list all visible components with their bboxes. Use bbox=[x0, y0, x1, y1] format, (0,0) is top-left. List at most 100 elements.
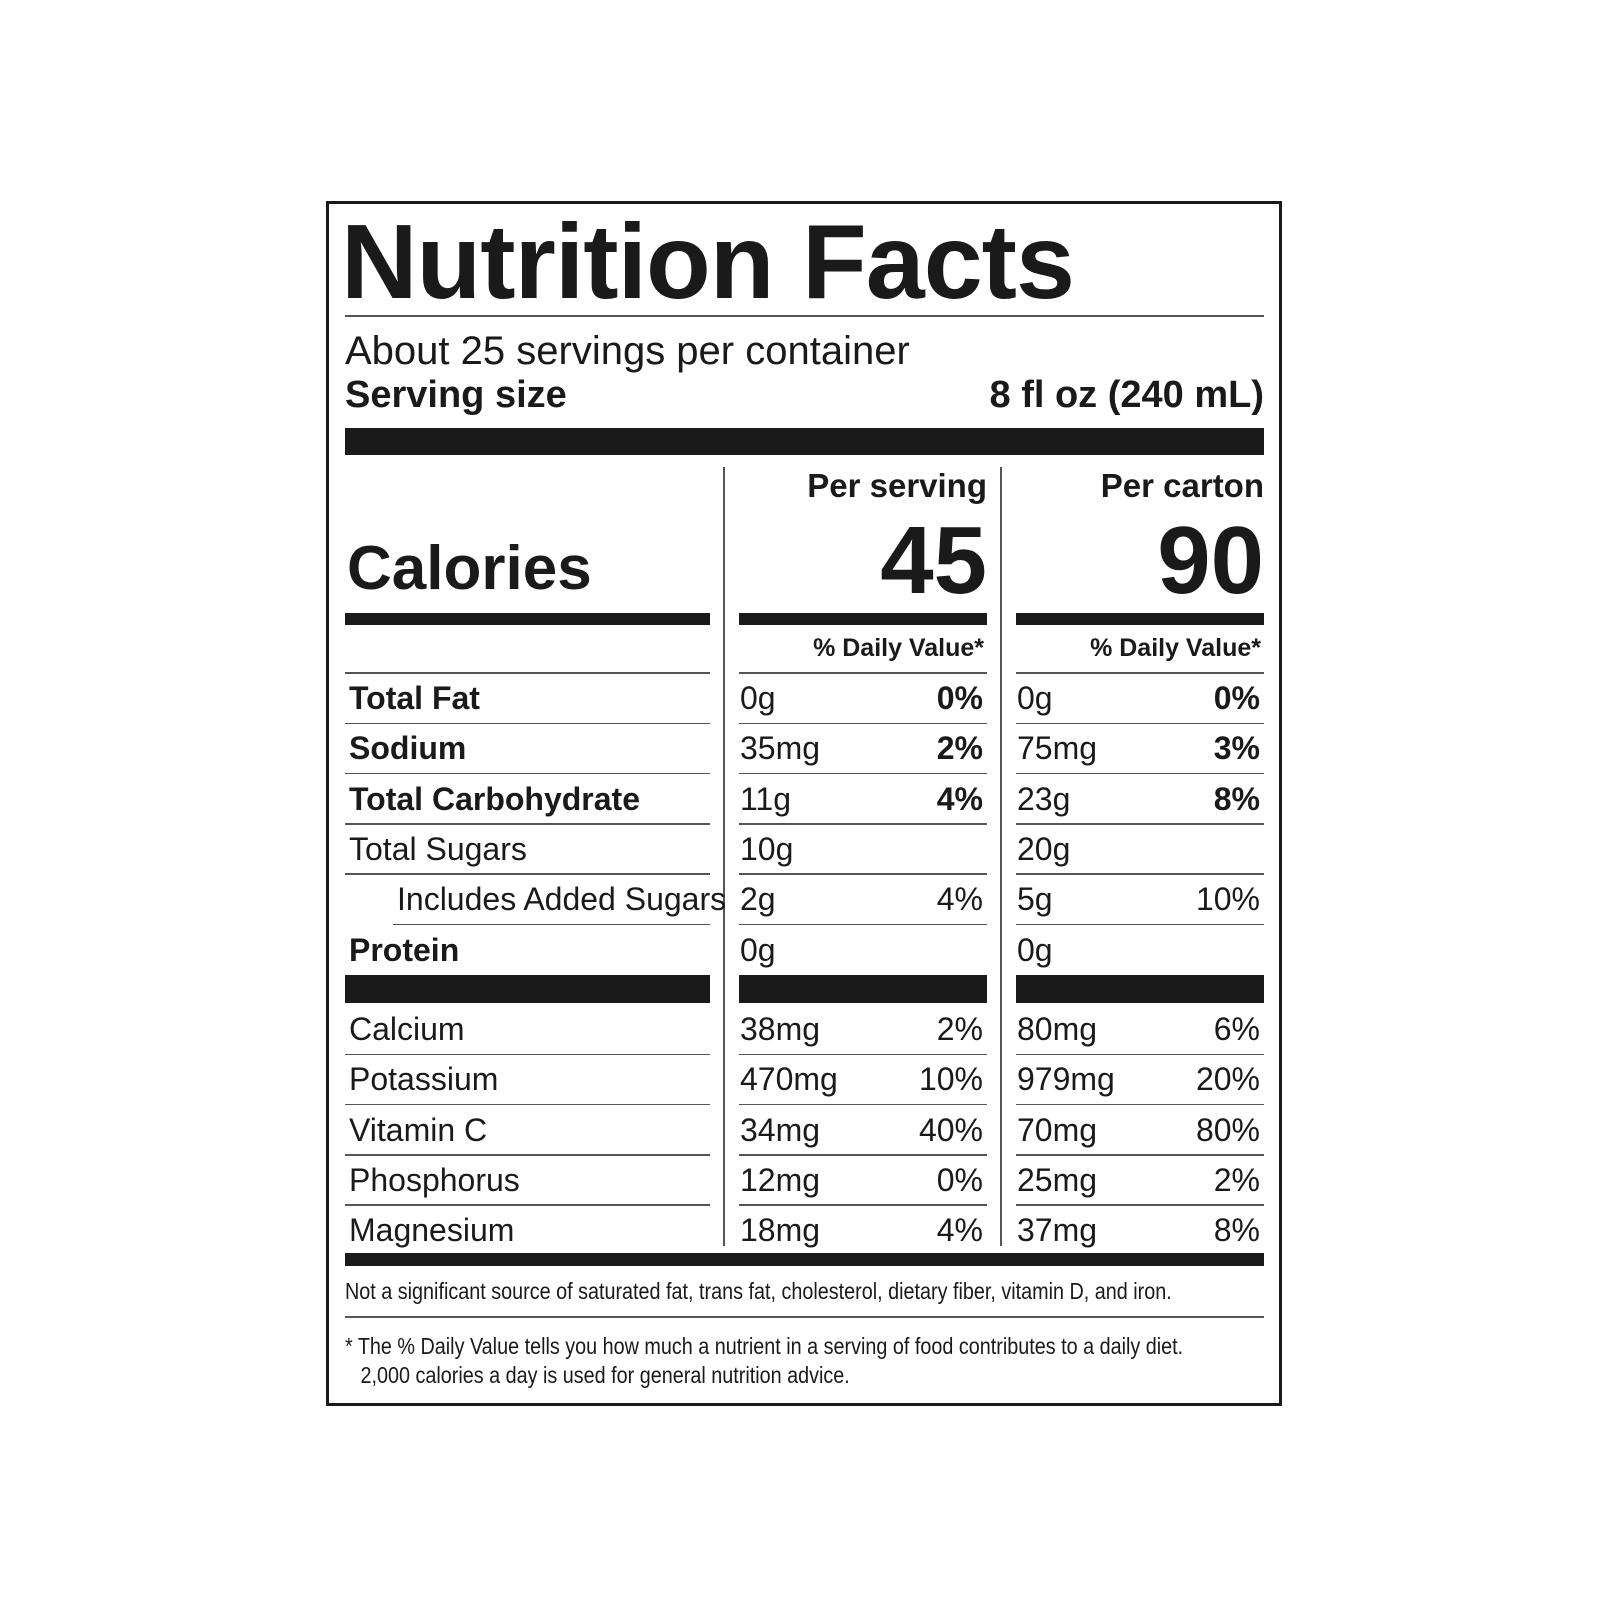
nutrient-amount: 20g bbox=[1017, 830, 1071, 867]
nutrient-name: Includes Added Sugars bbox=[397, 881, 727, 918]
daily-value: 2% bbox=[936, 1011, 983, 1047]
nutrient-name: Magnesium bbox=[349, 1212, 515, 1249]
medium-bar bbox=[1016, 613, 1264, 625]
rule bbox=[739, 823, 987, 825]
nutrient-amount: 979mg bbox=[1017, 1061, 1115, 1098]
medium-bar bbox=[345, 613, 710, 625]
rule bbox=[345, 873, 710, 875]
column-heading: Per carton bbox=[1100, 466, 1264, 504]
nutrient-name: Vitamin C bbox=[349, 1111, 488, 1148]
serving-size-label: Serving size bbox=[345, 374, 567, 416]
nutrient-amount: 80mg bbox=[1017, 1011, 1098, 1047]
nutrient-amount: 0g bbox=[740, 931, 776, 968]
nutrient-name: Total Fat bbox=[349, 680, 480, 716]
rule bbox=[739, 923, 987, 926]
footnote: * The % Daily Value tells you how much a… bbox=[345, 1333, 1184, 1388]
rule bbox=[739, 722, 987, 724]
rule bbox=[393, 923, 710, 926]
rule bbox=[739, 873, 987, 875]
footnote: Not a significant source of saturated fa… bbox=[345, 1277, 1172, 1304]
rule bbox=[345, 1103, 710, 1106]
rule bbox=[739, 1204, 987, 1206]
nutrient-amount: 37mg bbox=[1017, 1212, 1098, 1249]
rule bbox=[345, 1053, 710, 1055]
rule bbox=[1016, 1103, 1264, 1106]
nutrient-amount: 11g bbox=[740, 780, 792, 817]
rule bbox=[345, 823, 710, 825]
serving-size: 8 fl oz (240 mL) bbox=[989, 374, 1265, 416]
daily-value: 2% bbox=[1213, 1161, 1260, 1198]
rule bbox=[1016, 1053, 1264, 1055]
servings-per-container: About 25 servings per container bbox=[345, 329, 910, 373]
daily-value: 80% bbox=[1195, 1111, 1260, 1148]
rule bbox=[1016, 672, 1264, 674]
daily-value: 4% bbox=[936, 1212, 983, 1249]
rule bbox=[1016, 873, 1264, 875]
daily-value: 2% bbox=[936, 730, 983, 767]
rule bbox=[739, 1053, 987, 1055]
daily-value: 4% bbox=[936, 881, 983, 918]
rule bbox=[739, 672, 987, 674]
daily-value: 0% bbox=[1213, 680, 1260, 716]
calories-value: 45 bbox=[880, 507, 987, 614]
daily-value: 6% bbox=[1213, 1011, 1260, 1047]
thick-bar bbox=[345, 428, 1264, 455]
nutrient-name: Calcium bbox=[349, 1011, 465, 1047]
nutrient-amount: 34mg bbox=[740, 1111, 821, 1148]
nutrient-amount: 23g bbox=[1017, 780, 1071, 817]
nutrient-amount: 18mg bbox=[740, 1212, 821, 1249]
medium-bar bbox=[345, 1253, 1264, 1266]
nutrient-amount: 12mg bbox=[740, 1161, 821, 1198]
nutrient-name: Phosphorus bbox=[349, 1161, 520, 1198]
nutrient-amount: 35mg bbox=[740, 730, 821, 767]
daily-value: 4% bbox=[936, 780, 983, 817]
nutrient-amount: 2g bbox=[740, 881, 776, 918]
rule bbox=[345, 722, 710, 724]
nutrient-name: Potassium bbox=[349, 1061, 499, 1098]
thick-bar bbox=[1016, 975, 1264, 1003]
title: Nutrition Facts bbox=[341, 203, 1075, 321]
nutrient-amount: 470mg bbox=[740, 1061, 838, 1098]
nutrient-amount: 0g bbox=[740, 680, 776, 716]
rule bbox=[1016, 1154, 1264, 1156]
rule bbox=[345, 772, 710, 775]
rule bbox=[345, 672, 710, 674]
rule bbox=[1016, 772, 1264, 775]
nutrient-name: Total Sugars bbox=[349, 830, 527, 867]
nutrient-amount: 0g bbox=[1017, 680, 1053, 716]
nutrient-amount: 75mg bbox=[1017, 730, 1098, 767]
rule bbox=[739, 1103, 987, 1106]
thick-bar bbox=[739, 975, 987, 1003]
column-divider bbox=[1000, 467, 1002, 1246]
rule bbox=[1016, 722, 1264, 724]
daily-value: 10% bbox=[918, 1061, 983, 1098]
calories-value: 90 bbox=[1157, 507, 1264, 614]
rule bbox=[1016, 823, 1264, 825]
daily-value: 20% bbox=[1195, 1061, 1260, 1098]
column-divider bbox=[723, 467, 725, 1246]
nutrient-amount: 5g bbox=[1017, 881, 1053, 918]
daily-value: 8% bbox=[1213, 1212, 1260, 1249]
rule bbox=[1016, 923, 1264, 926]
rule bbox=[345, 1316, 1264, 1318]
medium-bar bbox=[739, 613, 987, 625]
calories-label: Calories bbox=[347, 534, 592, 603]
daily-value: 8% bbox=[1213, 780, 1260, 817]
nutrient-amount: 25mg bbox=[1017, 1161, 1098, 1198]
label-border bbox=[326, 201, 1282, 1406]
nutrient-name: Protein bbox=[349, 931, 460, 968]
daily-value: 40% bbox=[918, 1111, 983, 1148]
rule bbox=[739, 1154, 987, 1156]
nutrient-amount: 10g bbox=[740, 830, 794, 867]
rule bbox=[345, 1154, 710, 1156]
nutrient-name: Sodium bbox=[349, 730, 467, 767]
rule bbox=[345, 1204, 710, 1206]
column-heading: Per serving bbox=[807, 466, 987, 504]
nutrient-amount: 0g bbox=[1017, 931, 1053, 968]
daily-value-heading: % Daily Value* bbox=[1090, 633, 1261, 662]
daily-value: 0% bbox=[936, 680, 983, 716]
daily-value: 0% bbox=[936, 1161, 983, 1198]
thick-bar bbox=[345, 975, 710, 1003]
